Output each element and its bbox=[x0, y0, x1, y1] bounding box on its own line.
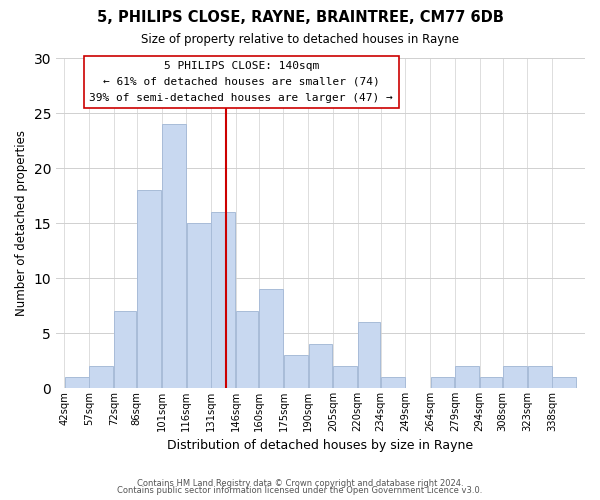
Text: Size of property relative to detached houses in Rayne: Size of property relative to detached ho… bbox=[141, 32, 459, 46]
Text: Contains HM Land Registry data © Crown copyright and database right 2024.: Contains HM Land Registry data © Crown c… bbox=[137, 478, 463, 488]
Text: 5, PHILIPS CLOSE, RAYNE, BRAINTREE, CM77 6DB: 5, PHILIPS CLOSE, RAYNE, BRAINTREE, CM77… bbox=[97, 10, 503, 25]
X-axis label: Distribution of detached houses by size in Rayne: Distribution of detached houses by size … bbox=[167, 440, 473, 452]
Bar bbox=[211, 212, 235, 388]
Bar bbox=[137, 190, 161, 388]
Bar bbox=[431, 377, 454, 388]
Bar bbox=[259, 289, 283, 388]
Y-axis label: Number of detached properties: Number of detached properties bbox=[15, 130, 28, 316]
Bar bbox=[114, 311, 136, 388]
Bar bbox=[528, 366, 551, 388]
Bar bbox=[236, 311, 259, 388]
Bar bbox=[162, 124, 186, 388]
Bar bbox=[358, 322, 380, 388]
Bar bbox=[89, 366, 113, 388]
Bar bbox=[381, 377, 405, 388]
Text: Contains public sector information licensed under the Open Government Licence v3: Contains public sector information licen… bbox=[118, 486, 482, 495]
Bar bbox=[553, 377, 577, 388]
Bar bbox=[65, 377, 89, 388]
Bar bbox=[503, 366, 527, 388]
Bar bbox=[333, 366, 357, 388]
Bar bbox=[284, 355, 308, 388]
Bar bbox=[480, 377, 502, 388]
Bar bbox=[187, 223, 211, 388]
Bar bbox=[308, 344, 332, 388]
Text: 5 PHILIPS CLOSE: 140sqm
← 61% of detached houses are smaller (74)
39% of semi-de: 5 PHILIPS CLOSE: 140sqm ← 61% of detache… bbox=[89, 62, 393, 102]
Bar bbox=[455, 366, 479, 388]
